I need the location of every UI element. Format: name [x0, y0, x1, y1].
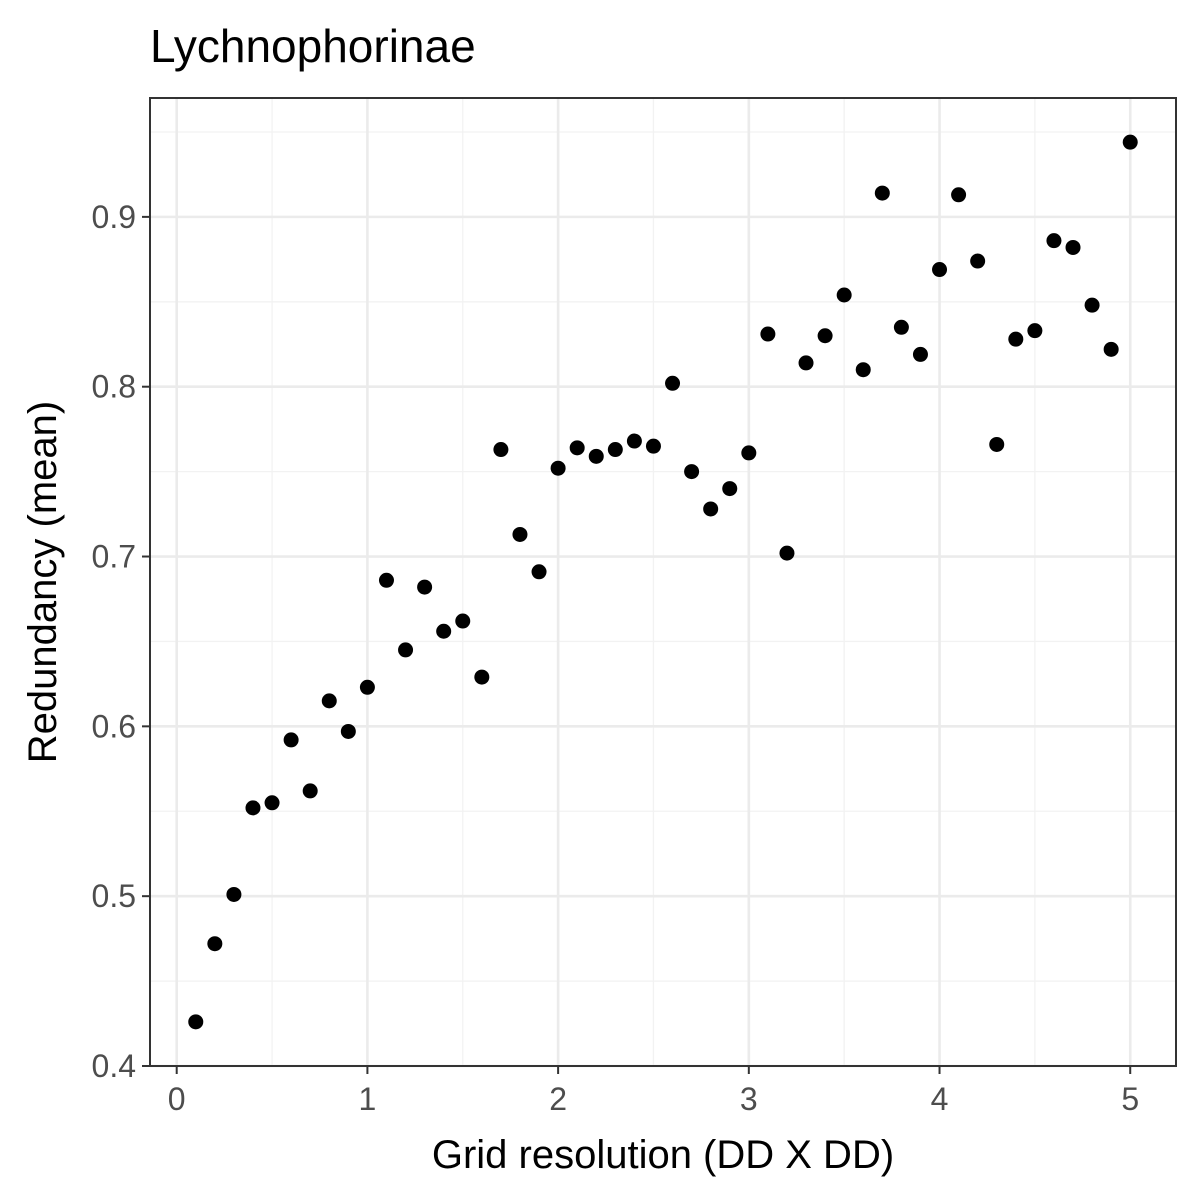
data-point: [989, 436, 1005, 452]
data-point: [436, 623, 452, 639]
y-tick-label: 0.5: [92, 878, 136, 914]
data-point: [645, 438, 661, 454]
data-point: [245, 800, 261, 816]
data-point: [264, 795, 280, 811]
major-gridlines: [150, 98, 1176, 1068]
data-point: [188, 1014, 204, 1030]
data-point: [531, 564, 547, 580]
data-point: [874, 185, 890, 201]
data-point: [760, 326, 776, 342]
data-point: [912, 346, 928, 362]
y-tick-label: 0.8: [92, 369, 136, 405]
data-point: [741, 445, 757, 461]
data-point: [626, 433, 642, 449]
y-tick-label: 0.7: [92, 539, 136, 575]
data-point: [512, 526, 528, 542]
y-axis-ticks: 0.4 0.5 0.6 0.7 0.8 0.9: [92, 199, 150, 1084]
x-tick-label: 0: [168, 1081, 186, 1117]
data-point: [932, 262, 948, 278]
data-point: [779, 545, 795, 561]
plot-panel-border: [149, 97, 1177, 1067]
x-axis-ticks: 0 1 2 3 4 5: [168, 1066, 1139, 1117]
x-axis-label: Grid resolution (DD X DD): [432, 1133, 894, 1177]
data-point: [1008, 331, 1024, 347]
x-tick-label: 2: [549, 1081, 567, 1117]
data-point: [417, 579, 433, 595]
data-point: [1103, 341, 1119, 357]
data-point: [378, 572, 394, 588]
data-point: [1046, 233, 1062, 249]
data-point: [665, 375, 681, 391]
data-point: [302, 783, 318, 799]
x-tick-label: 3: [740, 1081, 758, 1117]
chart-title: Lychnophorinae: [150, 20, 476, 72]
data-point: [226, 886, 242, 902]
y-tick-label: 0.6: [92, 708, 136, 744]
data-point: [836, 287, 852, 303]
data-point: [722, 481, 738, 497]
data-point: [588, 448, 604, 464]
data-point: [893, 319, 909, 335]
data-point: [398, 642, 414, 658]
data-point: [1065, 239, 1081, 255]
y-tick-label: 0.4: [92, 1048, 136, 1084]
data-point: [1084, 297, 1100, 313]
data-point: [359, 679, 375, 695]
data-point: [321, 693, 337, 709]
y-tick-label: 0.9: [92, 199, 136, 235]
x-tick-label: 5: [1121, 1081, 1139, 1117]
minor-gridlines: [150, 98, 1176, 1066]
x-tick-label: 4: [931, 1081, 949, 1117]
data-point: [569, 440, 585, 456]
data-point: [817, 328, 833, 344]
data-point: [798, 355, 814, 371]
data-point: [550, 460, 566, 476]
data-point: [283, 732, 299, 748]
data-point: [340, 723, 356, 739]
data-point: [970, 253, 986, 269]
data-point: [455, 613, 471, 629]
data-points: [188, 134, 1138, 1030]
data-point: [1027, 323, 1043, 339]
data-point: [607, 442, 623, 458]
data-point: [684, 464, 700, 480]
data-point: [1122, 134, 1138, 150]
data-point: [474, 669, 490, 685]
data-point: [951, 187, 967, 203]
data-point: [493, 442, 509, 458]
x-tick-label: 1: [359, 1081, 377, 1117]
data-point: [855, 362, 871, 378]
data-point: [207, 936, 223, 952]
data-point: [703, 501, 719, 517]
y-axis-label: Redundancy (mean): [21, 401, 65, 763]
